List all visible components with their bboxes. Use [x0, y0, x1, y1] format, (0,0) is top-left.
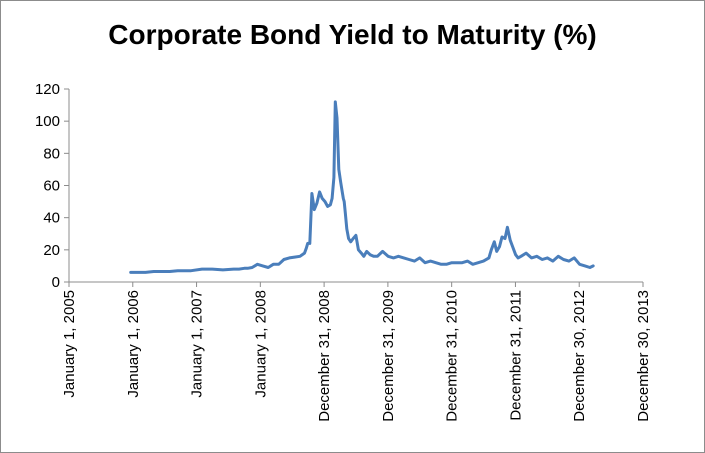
- x-tick-label: December 31, 2010: [444, 290, 461, 422]
- y-tick-label: 60: [43, 178, 60, 195]
- x-tick-label: December 31, 2008: [316, 290, 333, 422]
- x-tick-label: December 30, 2012: [571, 290, 588, 422]
- x-tick-label: January 1, 2008: [252, 290, 269, 398]
- x-tick-label: January 1, 2005: [61, 290, 78, 398]
- axes: 0 20 40 60 80 100 120 January 1, 2005 January 1,…: [35, 81, 652, 422]
- series-layer: [129, 100, 595, 274]
- y-tick-label: 20: [43, 242, 60, 259]
- x-tick-label: December 31, 2009: [380, 290, 397, 422]
- series-line: [129, 100, 595, 274]
- y-tick-label: 100: [35, 113, 60, 130]
- y-tick-label: 120: [35, 81, 60, 98]
- y-tick-label: 0: [52, 274, 60, 291]
- y-tick-label: 40: [43, 210, 60, 227]
- x-tick-label: December 30, 2013: [635, 290, 652, 422]
- x-tick-label: December 31, 2011: [507, 290, 524, 421]
- x-tick-label: January 1, 2007: [189, 290, 206, 398]
- chart-title: Corporate Bond Yield to Maturity (%): [108, 19, 597, 50]
- y-tick-label: 80: [43, 145, 60, 162]
- x-tick-label: January 1, 2006: [125, 290, 142, 398]
